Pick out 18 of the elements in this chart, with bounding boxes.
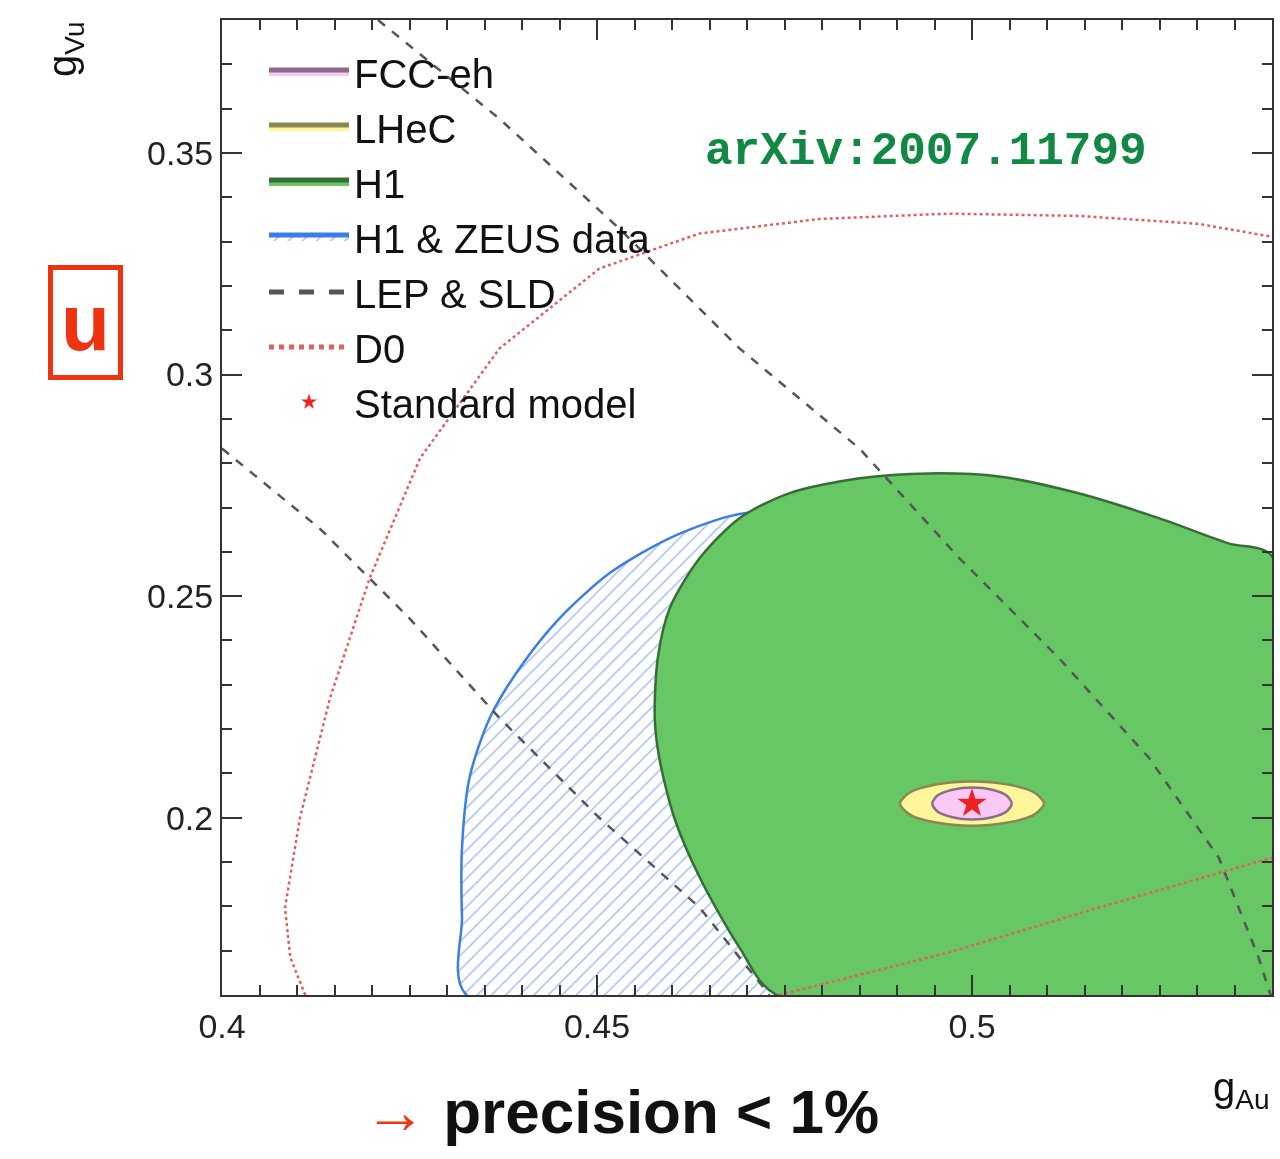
legend-label: D0 xyxy=(354,326,406,371)
annotation: arXiv:2007.11799 xyxy=(705,126,1147,178)
x-axis-title: g$_{Au}$ xyxy=(1213,1065,1270,1116)
y-tick-label: 0.35 xyxy=(147,133,214,172)
y-tick-label: 0.2 xyxy=(165,798,214,837)
y-tick-label: 0.3 xyxy=(165,355,214,394)
text: u xyxy=(61,278,110,367)
legend-label: Standard model xyxy=(354,381,637,426)
x-tick-label: 0.45 xyxy=(563,1006,631,1045)
x-tick-label: 0.5 xyxy=(948,1006,996,1045)
x-tick-label: 0.4 xyxy=(198,1006,246,1045)
legend-label: H1 & ZEUS data xyxy=(354,216,651,261)
legend-label: FCC-eh xyxy=(354,51,495,96)
text: → precision < 1% xyxy=(364,1077,880,1146)
legend-label: H1 xyxy=(354,161,406,206)
legend-label: LHeC xyxy=(354,106,457,151)
legend-label: LEP & SLD xyxy=(354,271,556,316)
y-tick-label: 0.25 xyxy=(147,577,214,616)
